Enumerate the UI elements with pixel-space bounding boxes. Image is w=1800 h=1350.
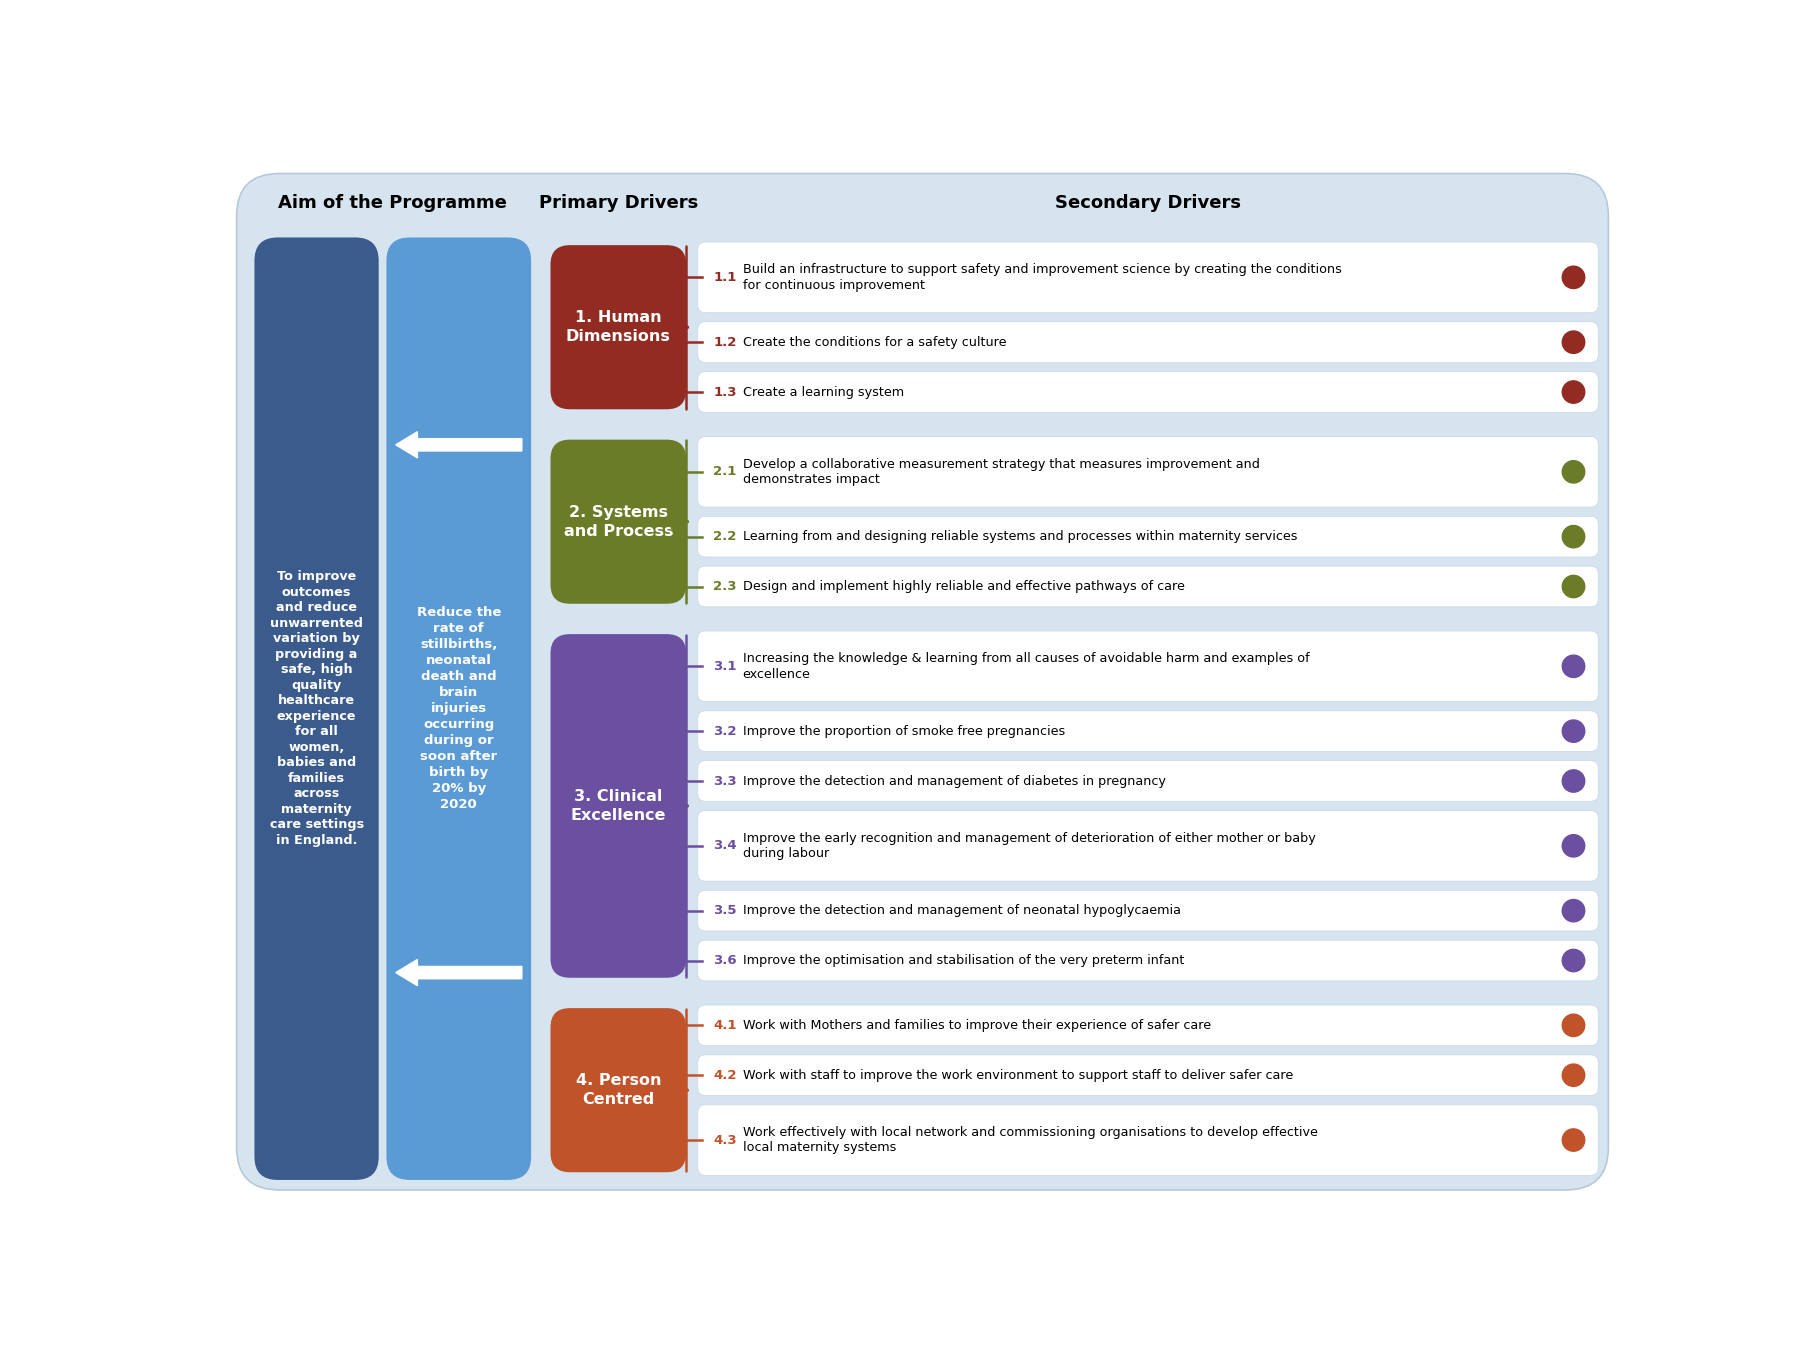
Circle shape — [1562, 720, 1584, 743]
Text: Improve the proportion of smoke free pregnancies: Improve the proportion of smoke free pre… — [743, 725, 1066, 737]
Circle shape — [1562, 266, 1584, 289]
FancyBboxPatch shape — [698, 566, 1598, 608]
Text: 4. Person
Centred: 4. Person Centred — [576, 1073, 661, 1107]
Text: 2.2: 2.2 — [713, 531, 736, 543]
Text: Secondary Drivers: Secondary Drivers — [1055, 194, 1240, 212]
FancyBboxPatch shape — [698, 891, 1598, 931]
Text: 4.2: 4.2 — [713, 1069, 736, 1081]
Text: Work with Mothers and families to improve their experience of safer care: Work with Mothers and families to improv… — [743, 1019, 1211, 1031]
FancyBboxPatch shape — [551, 1008, 686, 1172]
Text: Improve the optimisation and stabilisation of the very preterm infant: Improve the optimisation and stabilisati… — [743, 954, 1184, 967]
FancyBboxPatch shape — [254, 238, 378, 1180]
Text: 3. Clinical
Excellence: 3. Clinical Excellence — [571, 788, 666, 824]
FancyArrow shape — [396, 960, 522, 985]
FancyBboxPatch shape — [698, 1104, 1598, 1176]
Text: Work with staff to improve the work environment to support staff to deliver safe: Work with staff to improve the work envi… — [743, 1069, 1292, 1081]
FancyBboxPatch shape — [698, 371, 1598, 412]
Text: Improve the early recognition and management of deterioration of either mother o: Improve the early recognition and manage… — [743, 832, 1316, 860]
Text: To improve
outcomes
and reduce
unwarrented
variation by
providing a
safe, high
q: To improve outcomes and reduce unwarrent… — [270, 571, 364, 846]
Text: 3.3: 3.3 — [713, 775, 736, 787]
FancyBboxPatch shape — [698, 810, 1598, 882]
FancyBboxPatch shape — [698, 436, 1598, 508]
Text: Build an infrastructure to support safety and improvement science by creating th: Build an infrastructure to support safet… — [743, 263, 1341, 292]
Circle shape — [1562, 525, 1584, 548]
Circle shape — [1562, 834, 1584, 857]
Text: 1.1: 1.1 — [713, 271, 736, 284]
Text: 1. Human
Dimensions: 1. Human Dimensions — [565, 310, 671, 344]
Text: Reduce the
rate of
stillbirths,
neonatal
death and
brain
injuries
occurring
duri: Reduce the rate of stillbirths, neonatal… — [416, 606, 500, 811]
FancyBboxPatch shape — [698, 630, 1598, 702]
Circle shape — [1562, 949, 1584, 972]
Text: Improve the detection and management of neonatal hypoglycaemia: Improve the detection and management of … — [743, 904, 1181, 917]
Circle shape — [1562, 655, 1584, 678]
Text: Create the conditions for a safety culture: Create the conditions for a safety cultu… — [743, 336, 1006, 348]
Text: 3.6: 3.6 — [713, 954, 736, 967]
FancyBboxPatch shape — [551, 246, 686, 409]
FancyBboxPatch shape — [698, 940, 1598, 981]
FancyBboxPatch shape — [698, 516, 1598, 558]
FancyBboxPatch shape — [698, 1054, 1598, 1096]
Circle shape — [1562, 1064, 1584, 1087]
Text: Create a learning system: Create a learning system — [743, 386, 904, 398]
Circle shape — [1562, 381, 1584, 404]
Circle shape — [1562, 1129, 1584, 1152]
Circle shape — [1562, 899, 1584, 922]
Text: 3.2: 3.2 — [713, 725, 736, 737]
FancyBboxPatch shape — [551, 634, 686, 977]
FancyBboxPatch shape — [236, 174, 1609, 1189]
Circle shape — [1562, 1014, 1584, 1037]
Text: 2.3: 2.3 — [713, 580, 736, 593]
FancyArrow shape — [396, 432, 522, 458]
Text: Increasing the knowledge & learning from all causes of avoidable harm and exampl: Increasing the knowledge & learning from… — [743, 652, 1309, 680]
Text: 2. Systems
and Process: 2. Systems and Process — [563, 505, 673, 539]
Text: 3.4: 3.4 — [713, 840, 736, 852]
Text: Design and implement highly reliable and effective pathways of care: Design and implement highly reliable and… — [743, 580, 1184, 593]
FancyBboxPatch shape — [698, 242, 1598, 313]
FancyBboxPatch shape — [387, 238, 531, 1180]
Text: 4.1: 4.1 — [713, 1019, 736, 1031]
Text: 4.3: 4.3 — [713, 1134, 736, 1146]
Text: 2.1: 2.1 — [713, 466, 736, 478]
Circle shape — [1562, 331, 1584, 354]
Text: 1.2: 1.2 — [713, 336, 736, 348]
Circle shape — [1562, 575, 1584, 598]
FancyBboxPatch shape — [698, 1004, 1598, 1046]
Text: Learning from and designing reliable systems and processes within maternity serv: Learning from and designing reliable sys… — [743, 531, 1298, 543]
Text: Primary Drivers: Primary Drivers — [538, 194, 698, 212]
FancyBboxPatch shape — [698, 321, 1598, 363]
Text: 3.5: 3.5 — [713, 904, 736, 917]
FancyBboxPatch shape — [551, 440, 686, 603]
Circle shape — [1562, 460, 1584, 483]
Text: 3.1: 3.1 — [713, 660, 736, 672]
Text: Aim of the Programme: Aim of the Programme — [279, 194, 508, 212]
FancyBboxPatch shape — [698, 711, 1598, 752]
Circle shape — [1562, 769, 1584, 792]
Text: 1.3: 1.3 — [713, 386, 736, 398]
Text: Work effectively with local network and commissioning organisations to develop e: Work effectively with local network and … — [743, 1126, 1318, 1154]
Text: Develop a collaborative measurement strategy that measures improvement and
demon: Develop a collaborative measurement stra… — [743, 458, 1260, 486]
FancyBboxPatch shape — [698, 760, 1598, 802]
Text: Improve the detection and management of diabetes in pregnancy: Improve the detection and management of … — [743, 775, 1166, 787]
